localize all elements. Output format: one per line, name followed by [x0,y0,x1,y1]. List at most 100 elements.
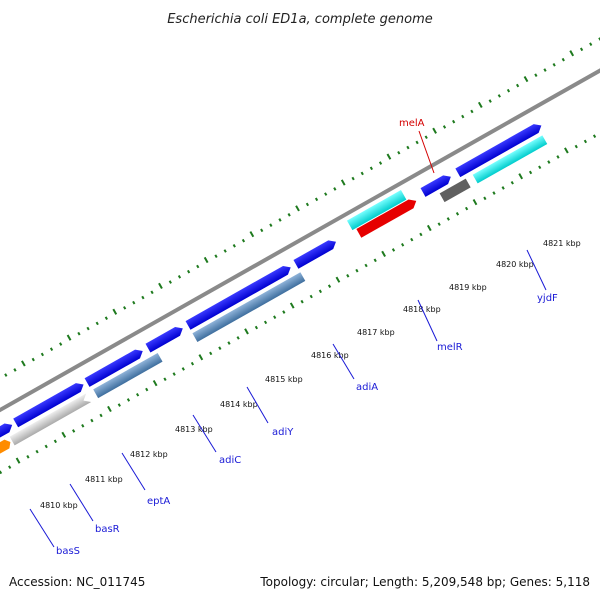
gene-label-basr[interactable]: basR [95,524,120,535]
gc-tick [515,83,520,88]
gc-tick [203,256,209,264]
gc-tick [214,254,218,258]
gc-tick [53,439,57,444]
gc-tick [66,334,72,341]
gc-tick [236,336,240,340]
melr-leader [417,299,438,342]
gc-tick [168,280,172,284]
gene-arrow[interactable] [84,347,146,387]
gc-tick [35,449,39,454]
gc-tick [314,197,319,202]
gc-tick [295,205,300,212]
gc-tick [492,191,496,195]
gene-arrow[interactable] [9,393,92,446]
gc-tick [145,387,149,392]
gc-tick [196,264,200,269]
gc-tick [0,470,3,475]
mel-a-highlight-arrow[interactable] [356,197,418,238]
gc-tick [579,47,584,52]
gc-tick [552,63,556,67]
gc-tick [254,325,259,330]
gene-arrow[interactable] [455,121,543,178]
gene-arrow[interactable] [192,272,306,342]
gc-tick [437,222,441,226]
tick-label: 4813 kbp [175,425,213,434]
gc-tick [227,341,231,345]
gene-label-mela[interactable]: melA [399,118,425,129]
gc-tick [309,294,313,299]
gene-arrow[interactable] [293,237,338,269]
gene-label-adic[interactable]: adiC [219,455,241,466]
epta-leader [121,452,146,491]
gene-arrow[interactable] [0,421,15,446]
gene-arrow[interactable] [145,324,186,353]
gc-tick [8,465,12,469]
gene-arrow[interactable] [439,178,471,203]
gene-label-epta[interactable]: eptA [147,496,170,507]
gc-tick [241,238,246,243]
gc-tick [452,119,456,124]
gc-tick [112,308,118,315]
tick-label: 4816 kbp [311,351,349,360]
gene-arrow[interactable] [420,172,454,197]
gc-tick [289,302,295,309]
gc-tick [61,431,67,438]
gc-tick [278,218,282,222]
gc-tick [477,101,483,109]
genome-backbone [0,16,600,464]
gene-arrow[interactable] [0,438,13,464]
gc-tick [381,250,386,257]
gc-tick [318,289,322,294]
tick-label: 4821 kbp [543,239,581,248]
gc-tick [126,398,131,402]
gc-tick [556,155,560,159]
gc-tick [4,373,8,377]
mel-a-gene-arrow[interactable] [346,190,407,231]
gc-tick [158,282,163,289]
gene-label-melr[interactable]: melR [437,342,463,353]
gc-tick [483,196,487,201]
gc-tick [327,284,332,288]
gene-arrow[interactable] [472,135,548,184]
gc-tick [340,179,346,186]
gene-label-bass[interactable]: basS [56,546,80,557]
gc-tick [95,321,99,326]
gene-arrow[interactable] [13,380,86,428]
gc-tick [260,228,264,233]
gc-tick [386,153,392,160]
gc-tick [26,454,30,459]
gc-tick [141,295,145,300]
gene-arrow[interactable] [93,352,163,399]
gc-tick [472,199,478,206]
gc-tick [31,357,35,362]
gene-label-yjdf[interactable]: yjdF [537,293,558,304]
gc-tick [172,372,176,376]
gc-tick [410,237,414,242]
gene-arrow[interactable] [185,263,294,330]
accession-text: Accession: NC_011745 [9,575,145,589]
gc-content-ticks-inner [0,134,597,475]
gc-tick [40,352,45,357]
gene-label-adia[interactable]: adiA [356,382,378,393]
gc-tick [21,360,26,367]
adic-leader [192,414,217,453]
gc-tick [501,186,505,190]
tick-label: 4820 kbp [496,260,534,269]
adiy-leader [246,386,269,424]
tick-label: 4810 kbp [40,501,78,510]
tick-label: 4811 kbp [85,475,123,484]
gc-tick [13,368,17,372]
gc-tick [232,244,236,248]
mel-a-leader [418,130,435,174]
gc-tick [104,316,108,321]
tick-label: 4812 kbp [130,450,168,459]
gc-tick [424,135,428,140]
gc-tick [223,249,227,253]
gc-tick [218,346,222,351]
gene-label-adiy[interactable]: adiY [272,427,294,438]
gc-tick [432,127,437,134]
gc-tick [333,187,337,191]
gc-tick [135,392,140,397]
gc-tick [15,457,21,464]
